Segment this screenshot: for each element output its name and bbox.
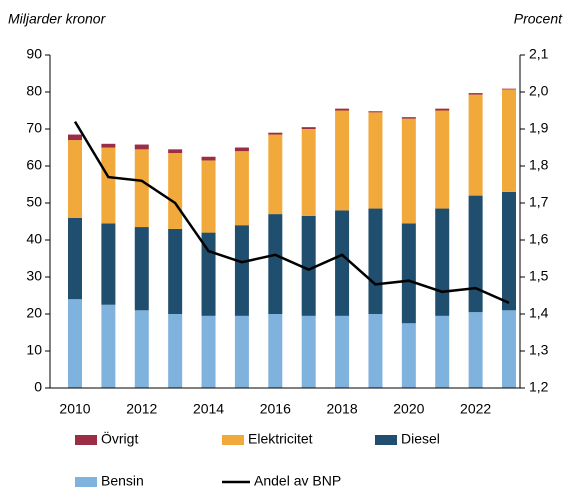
y2-tick-label: 1,7 [529, 194, 549, 210]
x-tick-label: 2016 [260, 401, 291, 417]
y-axis-title: Miljarder kronor [8, 11, 107, 27]
bar [368, 208, 383, 314]
bar [168, 153, 183, 229]
y-tick-label: 60 [26, 157, 42, 173]
bar [368, 111, 383, 113]
bar [468, 312, 483, 388]
bar [435, 315, 450, 388]
bar [134, 227, 149, 311]
bar [301, 127, 316, 129]
legend-label: Elektricitet [248, 431, 313, 447]
x-tick-label: 2022 [460, 401, 491, 417]
bar [101, 147, 116, 224]
y-tick-label: 90 [26, 46, 42, 62]
bar [234, 225, 249, 316]
bar [502, 191, 516, 311]
bar [201, 160, 216, 233]
y2-tick-label: 1,6 [529, 231, 549, 247]
legend-marker [75, 435, 97, 445]
y-tick-label: 0 [34, 379, 42, 395]
bar [234, 315, 249, 388]
bar [401, 223, 416, 324]
bar [268, 214, 283, 314]
bar [168, 314, 183, 388]
bar [68, 217, 82, 300]
bar [301, 129, 316, 216]
bar [335, 210, 350, 316]
bar [401, 117, 416, 119]
y2-tick-label: 1,9 [529, 120, 549, 136]
y-tick-label: 30 [26, 268, 42, 284]
bar [234, 147, 249, 152]
y-tick-label: 20 [26, 305, 42, 321]
bar [134, 310, 149, 388]
bar [68, 140, 82, 218]
y2-tick-label: 2,1 [529, 46, 549, 62]
y2-tick-label: 1,2 [529, 379, 549, 395]
y-tick-label: 80 [26, 83, 42, 99]
bar [134, 149, 149, 228]
y-tick-label: 10 [26, 342, 42, 358]
y-tick-label: 40 [26, 231, 42, 247]
bar [401, 118, 416, 224]
y2-tick-label: 2,0 [529, 83, 549, 99]
bar [368, 112, 383, 209]
y2-axis-title: Procent [514, 11, 563, 27]
bar [101, 304, 116, 388]
legend-marker [222, 435, 244, 445]
bar [234, 151, 249, 226]
bar [502, 89, 516, 192]
bar [335, 315, 350, 388]
bar [168, 228, 183, 314]
line [73, 120, 510, 305]
y2-tick-label: 1,5 [529, 268, 549, 284]
bar [201, 315, 216, 388]
y2-tick-label: 1,3 [529, 342, 549, 358]
legend-label: Diesel [401, 431, 440, 447]
bar [468, 94, 483, 196]
bar [268, 134, 283, 215]
bar [101, 143, 116, 148]
bar [401, 323, 416, 388]
legend-marker [75, 477, 97, 487]
bar [335, 110, 350, 211]
y2-tick-label: 1,8 [529, 157, 549, 173]
y-tick-label: 50 [26, 194, 42, 210]
legend-label: Bensin [101, 473, 144, 488]
x-tick-label: 2014 [193, 401, 224, 417]
bar [301, 215, 316, 316]
bar [301, 315, 316, 388]
bar [468, 195, 483, 313]
bar [435, 108, 450, 111]
bar [168, 149, 183, 154]
bar [435, 110, 450, 209]
bar [502, 88, 516, 90]
legend-label: Övrigt [101, 430, 138, 447]
bar [435, 208, 450, 316]
x-tick-label: 2010 [59, 401, 90, 417]
legend-label: Andel av BNP [254, 473, 341, 488]
bar [368, 314, 383, 388]
bar [335, 108, 350, 111]
bar [68, 299, 82, 388]
y-tick-label: 70 [26, 120, 42, 136]
bar [468, 93, 483, 95]
bar [101, 223, 116, 305]
bar [68, 134, 82, 141]
bar [502, 310, 516, 388]
bar [201, 156, 216, 161]
legend-marker [375, 435, 397, 445]
bar [134, 144, 149, 150]
bar [268, 132, 283, 135]
x-tick-label: 2018 [326, 401, 357, 417]
bar [268, 314, 283, 388]
y2-tick-label: 1,4 [529, 305, 549, 321]
x-tick-label: 2012 [126, 401, 157, 417]
x-tick-label: 2020 [393, 401, 424, 417]
